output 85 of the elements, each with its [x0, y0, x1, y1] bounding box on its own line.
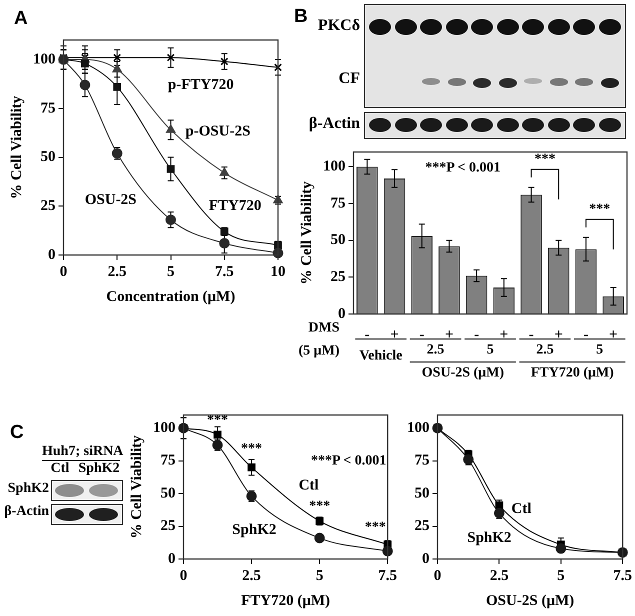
series-label: OSU-2S — [84, 192, 137, 208]
x-tick-label: + — [609, 326, 618, 343]
annotation: *** — [309, 499, 330, 514]
y-axis-title: % Cell Viability — [128, 434, 145, 539]
series-label: FTY720 — [208, 198, 262, 214]
x-tick-label: 0 — [434, 568, 442, 584]
x-tick-label: - — [419, 326, 424, 343]
x-tick-label: - — [528, 326, 534, 343]
x-tick-label: 10 — [270, 264, 286, 280]
y-tick-label: 25 — [40, 198, 56, 214]
x-tick-label: 2.5 — [108, 264, 126, 280]
text: β-Actin — [4, 504, 49, 520]
y-tick-label: 50 — [40, 149, 56, 166]
y-tick-label: 50 — [160, 485, 176, 502]
annotation: *** — [241, 442, 262, 457]
text: Vehicle — [359, 348, 402, 364]
y-tick-label: 100 — [153, 420, 176, 436]
x-tick-label: 5 — [316, 568, 324, 584]
x-tick-label: 7.5 — [215, 264, 234, 280]
series-label: p-OSU-2S — [185, 124, 250, 140]
series-label: SphK2 — [232, 522, 276, 538]
x-tick-label: + — [500, 326, 508, 343]
x-tick-label: + — [444, 326, 454, 343]
annotation: *** — [534, 152, 556, 167]
text: 5 — [596, 342, 604, 358]
annotation: *** — [589, 202, 610, 218]
y-tick-label: 100 — [323, 158, 346, 175]
x-tick-label: + — [390, 326, 399, 343]
x-tick-label: 5 — [557, 568, 565, 584]
x-tick-label: - — [474, 326, 480, 343]
y-tick-label: 0 — [48, 246, 56, 263]
x-tick-label: - — [364, 326, 370, 343]
y-tick-label: 0 — [168, 550, 176, 567]
x-tick-label: 7.5 — [378, 568, 397, 584]
x-axis-title: FTY720 (μM) — [241, 592, 330, 609]
x-axis-title: Concentration (μM) — [106, 288, 236, 305]
y-tick-label: 100 — [33, 51, 56, 68]
text: SphK2 — [77, 461, 121, 477]
text: Ctl — [50, 461, 70, 477]
series-label: Ctl — [298, 478, 319, 494]
y-tick-label: 50 — [414, 485, 430, 502]
annotation: ***P < 0.001 — [425, 160, 501, 176]
text: B — [294, 6, 308, 28]
text: (5 μM) — [298, 344, 340, 359]
y-tick-label: 100 — [407, 420, 430, 436]
y-tick-label: 75 — [414, 452, 430, 469]
y-axis-title: % Cell Viability — [8, 95, 25, 200]
text: Huh7; siRNA — [42, 444, 124, 461]
text: β-Actin — [308, 115, 360, 133]
text: 2.5 — [426, 342, 444, 358]
text: FTY720 (μM) — [530, 366, 614, 381]
y-axis-title: % Cell Viability — [298, 180, 315, 285]
text: OSU-2S (μM) — [422, 366, 504, 381]
text: CF — [338, 70, 360, 88]
text: PKCδ — [318, 17, 360, 35]
x-tick-label: - — [583, 326, 588, 343]
y-tick-label: 75 — [160, 452, 176, 469]
x-axis-title: OSU-2S (μM) — [486, 592, 574, 609]
y-tick-label: 25 — [160, 518, 176, 534]
y-tick-label: 50 — [330, 232, 346, 248]
series-label: p-FTY720 — [168, 76, 234, 93]
x-tick-label: + — [554, 326, 563, 343]
annotation: *** — [207, 412, 228, 428]
chart-title: A — [14, 8, 28, 30]
x-tick-label: 0 — [180, 568, 188, 584]
x-tick-label: 2.5 — [490, 568, 509, 584]
x-tick-label: 2.5 — [242, 568, 261, 584]
y-tick-label: 0 — [422, 550, 430, 567]
text: 2.5 — [536, 342, 554, 358]
y-tick-label: 75 — [40, 100, 56, 116]
x-tick-label: 5 — [167, 264, 174, 280]
series-label: Ctl — [511, 501, 532, 518]
annotation: *** — [364, 520, 386, 536]
y-tick-label: 0 — [338, 306, 346, 322]
x-tick-label: 0 — [60, 264, 68, 280]
annotation: ***P < 0.001 — [311, 453, 386, 468]
y-tick-label: 75 — [330, 195, 346, 212]
text: SphK2 — [8, 481, 49, 497]
x-tick-label: 7.5 — [613, 568, 632, 584]
text: DMS — [308, 320, 340, 336]
text: 5 — [486, 342, 494, 358]
y-tick-label: 25 — [414, 518, 430, 534]
series-label: SphK2 — [467, 530, 512, 546]
text: C — [10, 422, 24, 444]
y-tick-label: 25 — [330, 269, 346, 286]
